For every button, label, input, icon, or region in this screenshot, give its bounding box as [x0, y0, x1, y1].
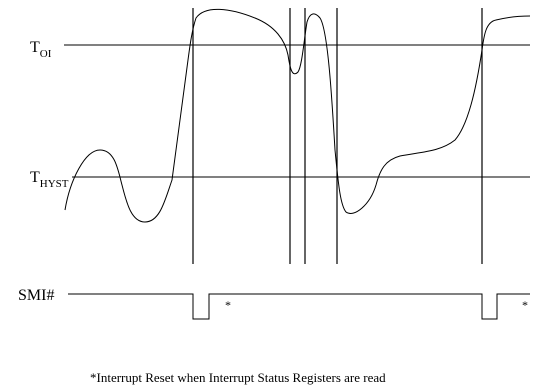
temperature-curve [64, 8, 531, 223]
t-hyst-label: THYST [30, 169, 69, 190]
footnote: *Interrupt Reset when Interrupt Status R… [90, 370, 386, 385]
smi-signal [68, 293, 530, 320]
reset-marker-1: * [225, 298, 231, 312]
reset-marker-2: * [522, 298, 528, 312]
smi-label: SMI# [18, 287, 54, 304]
t-oi-label: TOI [30, 39, 52, 60]
